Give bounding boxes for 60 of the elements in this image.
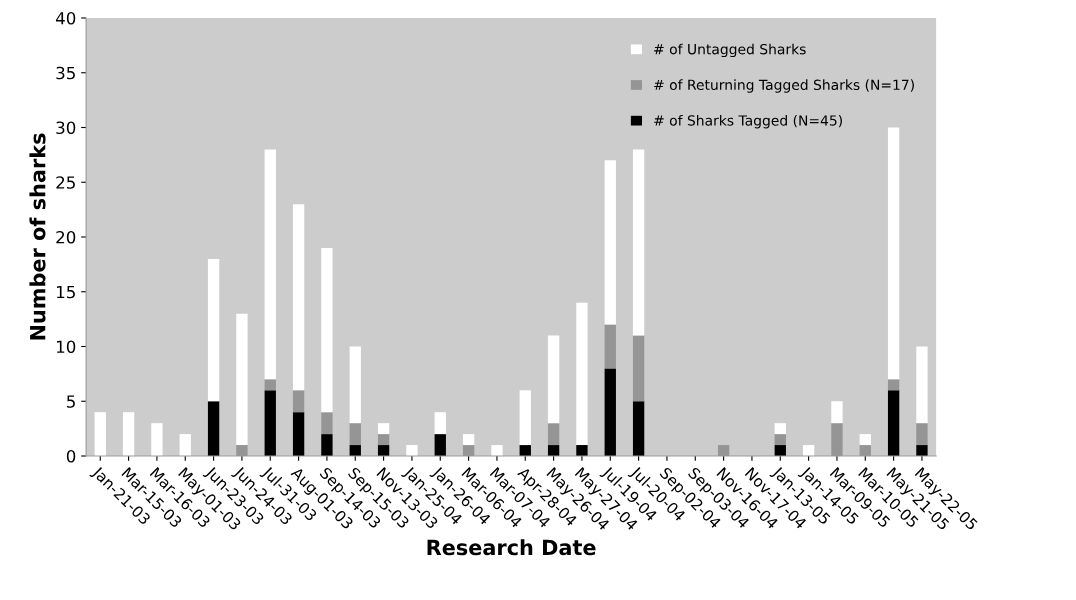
y-tick-label: 40 bbox=[55, 11, 76, 25]
bar bbox=[349, 423, 361, 446]
bar bbox=[632, 401, 645, 456]
bar bbox=[519, 390, 531, 446]
bar bbox=[887, 390, 900, 456]
bar bbox=[916, 423, 928, 446]
bar bbox=[887, 127, 900, 380]
bar bbox=[264, 379, 276, 391]
bar bbox=[547, 335, 560, 424]
bar bbox=[321, 247, 333, 413]
bar bbox=[292, 204, 305, 391]
x-axis-title: Research Date bbox=[427, 539, 596, 556]
bar bbox=[406, 445, 418, 456]
y-tick-label: 5 bbox=[67, 395, 75, 408]
bar bbox=[576, 302, 588, 446]
bar bbox=[831, 401, 843, 424]
legend-label: # of Returning Tagged Sharks (N=17) bbox=[654, 79, 914, 93]
y-tick-label: 0 bbox=[66, 449, 76, 463]
bar bbox=[887, 379, 900, 391]
y-tick-label: 20 bbox=[56, 230, 76, 244]
bar bbox=[462, 434, 475, 446]
y-tick-label: 10 bbox=[56, 340, 76, 354]
bar bbox=[632, 335, 645, 402]
bar bbox=[916, 346, 928, 424]
bar bbox=[377, 423, 390, 435]
bar bbox=[604, 160, 616, 325]
bar bbox=[774, 434, 786, 446]
bar bbox=[604, 368, 616, 456]
bar bbox=[264, 390, 276, 456]
y-tick-label: 30 bbox=[56, 121, 76, 135]
bar bbox=[349, 346, 361, 424]
y-tick-label: 15 bbox=[56, 285, 75, 299]
bar bbox=[377, 434, 390, 446]
bar bbox=[179, 434, 191, 456]
y-tick-label: 35 bbox=[56, 66, 75, 80]
bar bbox=[632, 149, 645, 336]
bar bbox=[122, 412, 135, 456]
bar bbox=[321, 434, 333, 456]
bar bbox=[434, 412, 446, 435]
legend-label: # of Sharks Tagged (N=45) bbox=[654, 114, 842, 129]
bar bbox=[236, 313, 248, 446]
y-axis-title: Number of sharks bbox=[29, 133, 46, 340]
bar bbox=[292, 412, 305, 456]
bar bbox=[576, 445, 588, 456]
legend-label: # of Untagged Sharks bbox=[654, 43, 806, 58]
bar bbox=[859, 434, 871, 446]
y-tick-label: 25 bbox=[56, 176, 75, 189]
bar bbox=[774, 423, 786, 435]
bar bbox=[264, 149, 276, 380]
bar bbox=[207, 401, 220, 456]
bar bbox=[151, 423, 163, 456]
bar bbox=[207, 258, 220, 402]
bar bbox=[321, 412, 333, 435]
bar bbox=[491, 445, 503, 456]
bar bbox=[292, 390, 305, 413]
bar bbox=[916, 445, 928, 456]
bar bbox=[547, 423, 560, 446]
bar bbox=[434, 434, 446, 456]
bar bbox=[604, 324, 616, 369]
bar bbox=[94, 412, 106, 456]
